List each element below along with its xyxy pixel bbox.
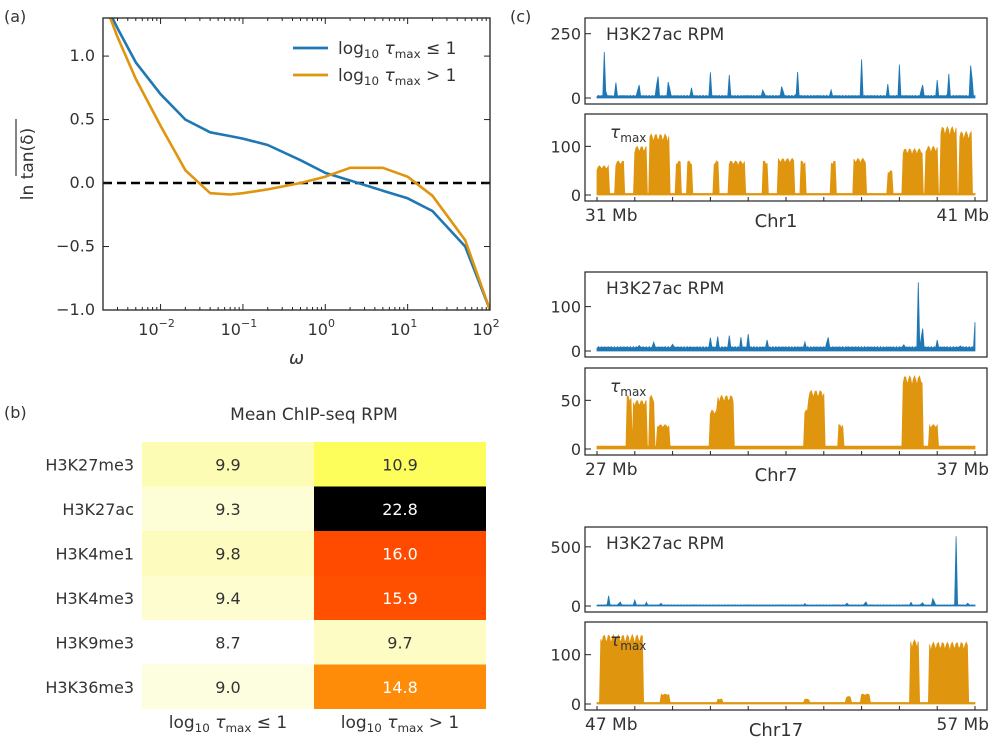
heatmap-cell xyxy=(314,442,486,487)
heatmap-title: Mean ChIP-seq RPM xyxy=(230,405,398,425)
heatmap-col-label: log10 τmax > 1 xyxy=(341,713,459,735)
y-tick-label: 0 xyxy=(571,440,581,459)
heatmap-cell xyxy=(314,531,486,576)
track-label-h3k27ac: H3K27ac RPM xyxy=(606,279,724,299)
track-frame-top xyxy=(584,526,988,613)
panel-a-line-chart: 10−2 10−1 100 101 102 1.0 0.5 0.0 −0.5 −1.0 ω ln ta… xyxy=(15,17,500,369)
y-tick-label: 250 xyxy=(550,25,581,44)
heatmap-cell xyxy=(142,442,314,487)
heatmap-cell xyxy=(142,620,314,665)
y-tick-label: 100 xyxy=(550,298,581,317)
x-tick-label: 101 xyxy=(390,317,417,339)
heatmap-cell xyxy=(314,664,486,709)
series-line-1 xyxy=(110,18,490,310)
heatmap-value: 9.0 xyxy=(215,678,240,697)
legend-label-1: log10 τmax ≤ 1 xyxy=(338,39,456,61)
track-label-tau-max: τmax xyxy=(610,377,646,399)
tau-max-area xyxy=(596,374,976,450)
tau-max-area xyxy=(596,125,976,196)
y-tick-label: 0.0 xyxy=(70,173,95,192)
x-end-label: 57 Mb xyxy=(937,715,990,735)
y-tick-label: −1.0 xyxy=(56,300,95,319)
legend-label-2: log10 τmax > 1 xyxy=(338,66,456,88)
heatmap-row-label: H3K4me1 xyxy=(56,544,135,563)
chromosome-label: Chr17 xyxy=(749,720,803,741)
x-end-label: 37 Mb xyxy=(937,460,990,480)
x-end-label: 41 Mb xyxy=(937,206,990,226)
heatmap-cell xyxy=(314,575,486,620)
heatmap-value: 9.9 xyxy=(215,455,240,474)
track-label-tau-max: τmax xyxy=(610,631,646,653)
axes-frame xyxy=(102,17,491,311)
heatmap-value: 9.7 xyxy=(387,633,412,652)
track-label-tau-max: τmax xyxy=(610,123,646,145)
y-axis-label: ln tan(δ) xyxy=(18,128,38,200)
tau-max-area xyxy=(596,633,976,705)
heatmap-row-label: H3K27me3 xyxy=(45,455,134,474)
heatmap-row-label: H3K27ac xyxy=(62,500,134,519)
panel-b-heatmap: H3K27me3 9.9 10.9 H3K27ac 9.3 22.8 H3K4me1 9.8 1… xyxy=(45,442,486,735)
h3k27ac-area xyxy=(596,282,976,352)
heatmap-value: 15.9 xyxy=(382,589,418,608)
track-frame-top xyxy=(584,271,988,358)
x-start-label: 47 Mb xyxy=(585,715,638,735)
heatmap-row-label: H3K36me3 xyxy=(45,678,134,697)
chromosome-label: Chr1 xyxy=(755,211,798,232)
heatmap-row-label: H3K9me3 xyxy=(56,633,135,652)
x-axis-label: ω xyxy=(289,348,304,369)
track-label-h3k27ac: H3K27ac RPM xyxy=(606,25,724,45)
y-tick-label: 50 xyxy=(561,391,581,410)
heatmap-cell xyxy=(142,575,314,620)
h3k27ac-area xyxy=(596,51,976,99)
heatmap-cell xyxy=(314,486,486,531)
heatmap-cell xyxy=(314,620,486,665)
x-tick-label: 10−2 xyxy=(138,317,175,339)
panel-label-a: (a) xyxy=(4,7,26,26)
y-tick-label: 100 xyxy=(550,646,581,665)
x-start-label: 31 Mb xyxy=(585,206,638,226)
heatmap-cell xyxy=(142,531,314,576)
heatmap-value: 22.8 xyxy=(382,500,418,519)
y-tick-label: 0.5 xyxy=(70,110,95,129)
panel-label-b: (b) xyxy=(4,403,27,422)
y-tick-label: 0 xyxy=(571,597,581,616)
heatmap-cell xyxy=(142,486,314,531)
y-tick-label: 0 xyxy=(571,695,581,714)
y-tick-label: 0 xyxy=(571,342,581,361)
y-tick-label: −0.5 xyxy=(56,237,95,256)
heatmap-value: 9.8 xyxy=(215,544,240,563)
x-tick-label: 102 xyxy=(472,317,499,339)
track-frame-top xyxy=(584,17,988,105)
heatmap-value: 9.4 xyxy=(215,589,240,608)
x-tick-label: 10−1 xyxy=(221,317,258,339)
heatmap-value: 9.3 xyxy=(215,500,240,519)
y-tick-label: 500 xyxy=(550,538,581,557)
heatmap-value: 14.8 xyxy=(382,678,418,697)
y-tick-label: 0 xyxy=(571,89,581,108)
panel-label-c: (c) xyxy=(510,7,531,26)
heatmap-row-label: H3K4me3 xyxy=(56,589,135,608)
heatmap-col-label: log10 τmax ≤ 1 xyxy=(169,713,287,735)
heatmap-value: 16.0 xyxy=(382,544,418,563)
heatmap-cell xyxy=(142,664,314,709)
h3k27ac-area xyxy=(596,536,976,607)
y-tick-label: 0 xyxy=(571,186,581,205)
series-line-2 xyxy=(108,18,490,310)
heatmap-value: 10.9 xyxy=(382,455,418,474)
track-frame-bottom xyxy=(584,621,988,711)
chromosome-label: Chr7 xyxy=(755,465,798,486)
x-start-label: 27 Mb xyxy=(585,460,638,480)
x-tick-label: 100 xyxy=(308,317,335,339)
y-tick-label: 100 xyxy=(550,137,581,156)
track-label-h3k27ac: H3K27ac RPM xyxy=(606,534,724,554)
y-tick-label: 1.0 xyxy=(70,46,95,65)
heatmap-value: 8.7 xyxy=(215,633,240,652)
